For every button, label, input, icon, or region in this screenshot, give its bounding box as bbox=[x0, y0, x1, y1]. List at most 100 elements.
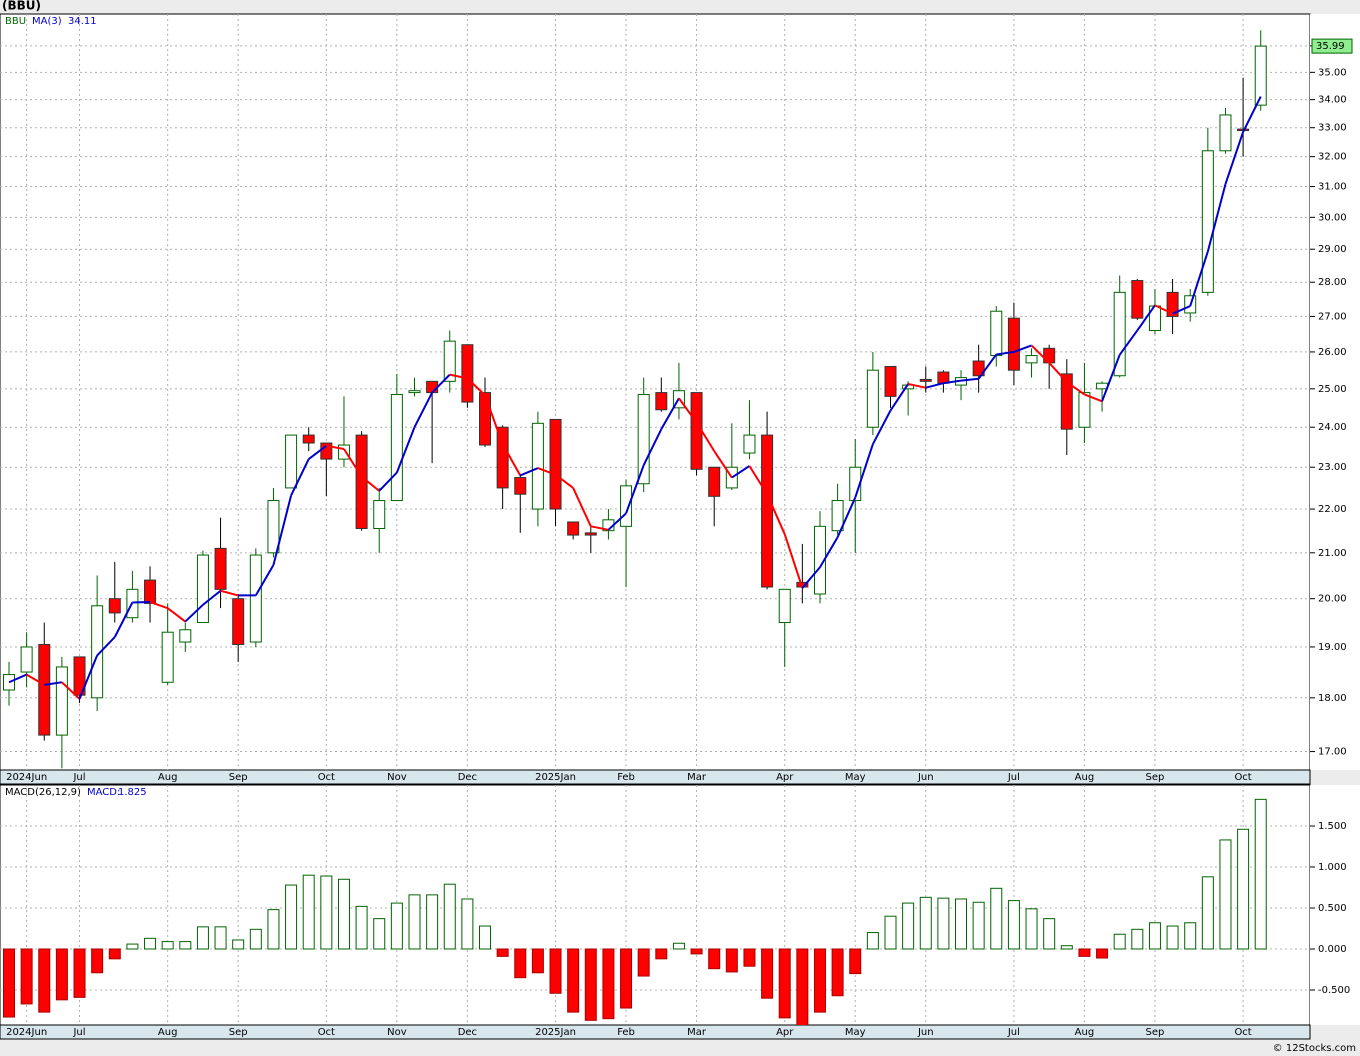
macd-panel bbox=[0, 784, 1311, 1026]
legend-ma: MA(3) bbox=[32, 16, 62, 27]
macd-bar bbox=[778, 948, 791, 1019]
x-tick-label: Mar bbox=[687, 772, 707, 783]
ma-line bbox=[184, 604, 204, 623]
candle-body bbox=[337, 444, 350, 460]
macd-bar bbox=[20, 948, 33, 1005]
ma-line bbox=[1154, 304, 1174, 315]
x-tick-label: Feb bbox=[617, 772, 635, 783]
ma-line bbox=[149, 601, 168, 610]
candle-body bbox=[637, 393, 650, 485]
y-tick-label: 34.00 bbox=[1318, 95, 1347, 106]
macd-bar bbox=[161, 941, 174, 950]
ma-line bbox=[44, 681, 63, 686]
ma-line bbox=[395, 426, 416, 473]
ma-line bbox=[1030, 344, 1050, 364]
y-tick-label: 27.00 bbox=[1318, 311, 1347, 322]
ma-line bbox=[96, 636, 116, 657]
x-axis-strip bbox=[0, 1024, 1311, 1040]
y-tick-label: 33.00 bbox=[1318, 123, 1347, 134]
ma-line bbox=[1084, 393, 1103, 403]
y-tick-label: 31.00 bbox=[1318, 181, 1347, 192]
legend-macd: MACD(26,12,9) bbox=[5, 787, 81, 798]
ma-line bbox=[519, 467, 539, 477]
candle-body bbox=[373, 500, 386, 529]
x-tick-label: Jun bbox=[917, 772, 934, 783]
macd-bar bbox=[196, 926, 209, 950]
x-tick-label: Jul bbox=[1007, 772, 1020, 783]
ma-line bbox=[378, 471, 398, 492]
macd-bar bbox=[479, 925, 492, 950]
ma-line bbox=[1224, 131, 1245, 185]
macd-bar bbox=[126, 943, 139, 950]
candle-body bbox=[461, 344, 474, 403]
y-tick-label: 0.500 bbox=[1318, 903, 1347, 914]
macd-bar bbox=[443, 883, 456, 950]
x-tick-label: May bbox=[845, 772, 866, 783]
macd-bar bbox=[249, 928, 262, 950]
candle-body bbox=[320, 442, 333, 460]
macd-bar bbox=[1166, 925, 1179, 950]
candle-body bbox=[20, 646, 33, 673]
ma-line bbox=[871, 410, 892, 445]
macd-bar bbox=[655, 948, 668, 960]
ma-line bbox=[1118, 329, 1139, 356]
macd-bar bbox=[743, 948, 756, 967]
macd-bar bbox=[38, 948, 51, 1013]
ma-line bbox=[590, 525, 609, 531]
macd-bar bbox=[408, 894, 421, 950]
x-tick-label: 2025Jan bbox=[535, 1027, 576, 1038]
ma-line bbox=[413, 392, 434, 428]
macd-bar bbox=[214, 926, 227, 950]
y-tick-label: 35.00 bbox=[1318, 67, 1347, 78]
ma-line bbox=[1189, 251, 1209, 307]
candle-body bbox=[514, 477, 527, 495]
candle-body bbox=[743, 434, 756, 454]
y-tick-label: -0.500 bbox=[1318, 985, 1350, 996]
x-tick-label: 2025Jan bbox=[535, 772, 576, 783]
ma-line bbox=[1172, 305, 1191, 315]
ma-line bbox=[326, 444, 345, 451]
macd-bar bbox=[972, 901, 985, 950]
x-tick-label: Sep bbox=[229, 1027, 248, 1038]
y-tick-label: 30.00 bbox=[1318, 212, 1347, 223]
ma-line bbox=[572, 487, 592, 527]
candle-body bbox=[1166, 291, 1179, 317]
candle-body bbox=[813, 525, 826, 595]
ma-line bbox=[731, 465, 751, 479]
axes: 17.00 18.00 19.00 20.00 21.00 22.00 23.00 24.00… bbox=[6, 38, 1353, 1038]
ma-line bbox=[449, 373, 468, 380]
x-tick-label: Nov bbox=[387, 1027, 407, 1038]
ma-line bbox=[61, 681, 81, 700]
ma-line bbox=[1048, 362, 1068, 383]
candle-body bbox=[179, 629, 192, 643]
macd-bar bbox=[461, 898, 474, 950]
candle-body bbox=[108, 598, 121, 614]
candle-body bbox=[144, 579, 157, 604]
x-tick-label: 2024Jun bbox=[6, 1027, 47, 1038]
macd-bar bbox=[796, 948, 809, 1025]
candle-body bbox=[161, 631, 174, 683]
candle-body bbox=[761, 434, 774, 588]
price-panel bbox=[0, 13, 1311, 771]
macd-bar bbox=[813, 948, 826, 1013]
candle-body bbox=[408, 390, 421, 394]
ma-line bbox=[254, 564, 275, 596]
candle-body bbox=[249, 554, 262, 643]
macd-bar bbox=[937, 897, 950, 950]
macd-bar bbox=[955, 898, 968, 950]
legend-macd-caption: MACD: bbox=[87, 787, 120, 798]
x-tick-label: May bbox=[845, 1027, 866, 1038]
macd-bar bbox=[302, 874, 315, 950]
ma-line bbox=[26, 673, 45, 686]
macd-bar bbox=[144, 937, 157, 950]
macd-bar bbox=[725, 948, 738, 973]
macd-bar bbox=[549, 948, 562, 994]
ma-line bbox=[1101, 354, 1121, 402]
price-axis bbox=[1310, 14, 1360, 770]
y-tick-label: 1.500 bbox=[1318, 821, 1347, 832]
candle-body bbox=[196, 554, 209, 624]
macd-bar bbox=[373, 918, 386, 950]
macd-bar bbox=[672, 942, 685, 950]
candle-body bbox=[55, 666, 68, 736]
candle-body bbox=[866, 369, 879, 428]
